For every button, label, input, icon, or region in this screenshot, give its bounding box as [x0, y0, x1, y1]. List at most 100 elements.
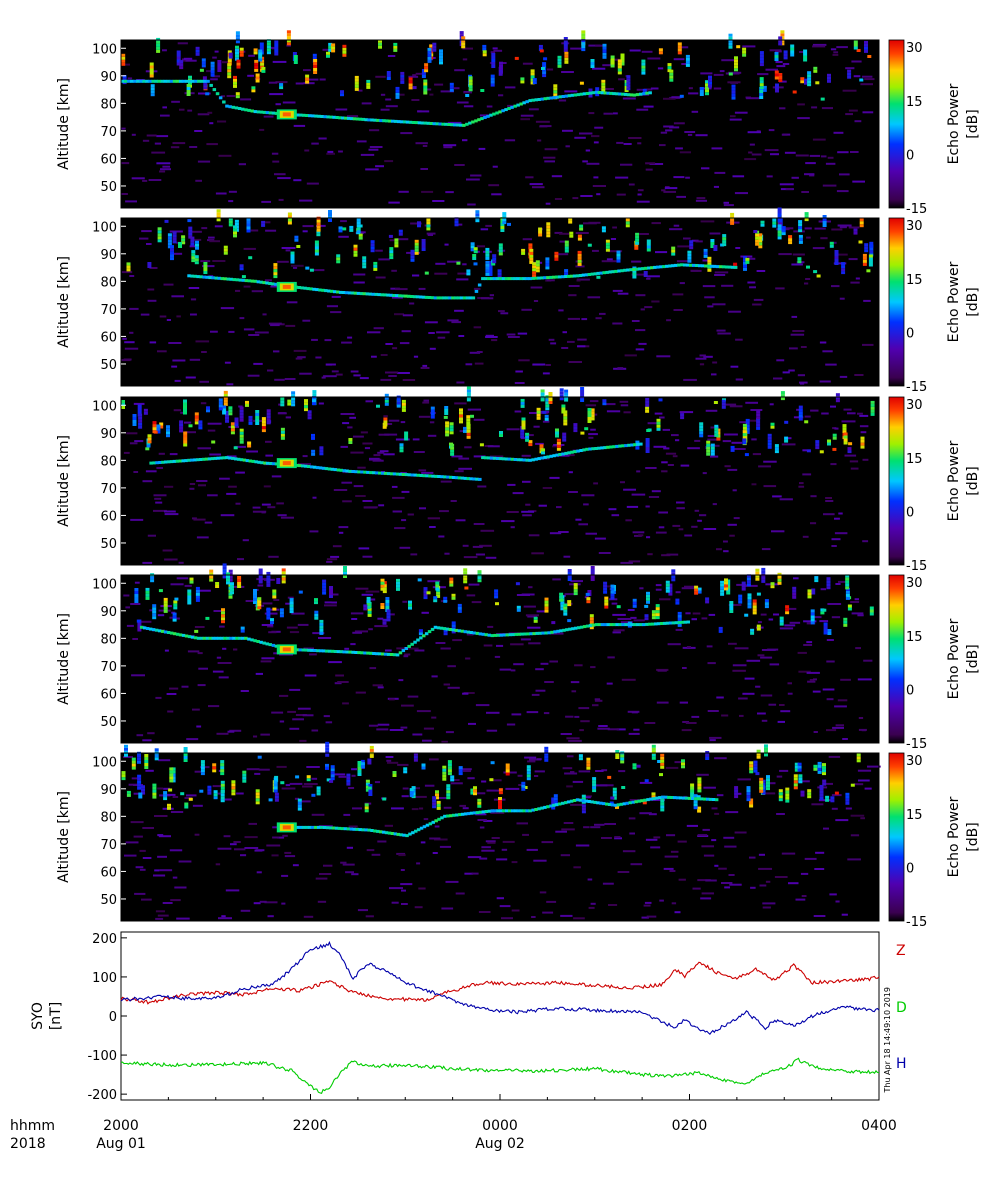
colorbar-tick-label: 0 [906, 148, 914, 163]
legend-h: H [896, 1056, 907, 1072]
y-tick-label: 60 [100, 330, 117, 345]
colorbar-tick-label: -15 [906, 202, 927, 217]
y-axis-label: Altitude [km] [56, 791, 72, 883]
echo-panel-3: 100 90 80 70 60 50 Altitude [km] 30 15 0 -15 Echo P… [56, 386, 981, 574]
y-axis-label: Altitude [km] [56, 256, 72, 348]
y-tick-label: 70 [100, 303, 117, 318]
meteor-echoes [121, 386, 875, 457]
y-tick-label: 70 [100, 838, 117, 853]
colorbar-label: Echo Power [946, 261, 962, 342]
timestamp: Thu Apr 18 14:49:10 2019 [883, 987, 892, 1093]
x-tick-date: Aug 02 [475, 1136, 525, 1152]
meteor-echoes [121, 741, 861, 814]
y-axis-label: Altitude [km] [56, 78, 72, 170]
y-tick-label: 90 [100, 248, 117, 263]
colorbar-tick-label: 15 [906, 95, 923, 110]
colorbar-label-unit: [dB] [965, 822, 981, 851]
x-tick-label: 0400 [861, 1118, 897, 1134]
y-tick-label: 70 [100, 660, 117, 675]
mag-y-axis-label: SYO [30, 1002, 46, 1030]
y-tick-label: 100 [92, 577, 117, 592]
altitude-axis: 100 90 80 70 60 50 Altitude [km] [56, 399, 126, 552]
x-tick-date: Aug 01 [96, 1136, 146, 1152]
mag-y-tick-label: 0 [109, 1010, 117, 1025]
colorbar-gradient [888, 396, 905, 566]
panel-background [121, 397, 879, 565]
echo-layer [286, 795, 719, 838]
colorbar: 30 15 0 -15 Echo Power [dB] [888, 39, 981, 217]
colorbar-tick-label: -15 [906, 737, 927, 752]
series-line-h [120, 940, 880, 1036]
y-axis-label: Altitude [km] [56, 613, 72, 705]
y-tick-label: 80 [100, 454, 117, 469]
x-tick-label: 0200 [672, 1118, 708, 1134]
colorbar-tick-label: 0 [906, 683, 914, 698]
panel-frame [120, 574, 880, 744]
echo-layer [121, 79, 652, 127]
altitude-axis: 100 90 80 70 60 50 Altitude [km] [56, 42, 126, 195]
colorbar-tick-label: 0 [906, 326, 914, 341]
magnetometer-frame [120, 931, 880, 1101]
colorbar: 30 15 0 -15 Echo Power [dB] [888, 574, 981, 752]
time-axis: hhmm 2018 2000 Aug 01 2200 0000 Aug 02 0200 0400 [10, 1094, 897, 1152]
strong-echo [276, 281, 297, 292]
legend-d: D [896, 1000, 907, 1016]
y-tick-label: 60 [100, 687, 117, 702]
y-tick-label: 90 [100, 783, 117, 798]
background-noise [121, 220, 874, 386]
y-tick-label: 50 [100, 358, 117, 373]
colorbar-tick-label: -15 [906, 380, 927, 395]
mag-y-tick-label: -200 [87, 1088, 117, 1103]
y-tick-label: 100 [92, 220, 117, 235]
y-axis-label: Altitude [km] [56, 435, 72, 527]
panel-frame [120, 396, 880, 566]
strong-echo [276, 109, 297, 120]
y-tick-label: 80 [100, 97, 117, 112]
colorbar-tick-label: 15 [906, 273, 923, 288]
echo-layer [139, 620, 690, 657]
background-noise [123, 755, 881, 920]
series-line-d [120, 1057, 880, 1094]
y-tick-label: 60 [100, 152, 117, 167]
y-tick-label: 90 [100, 427, 117, 442]
panel-frame [120, 217, 880, 387]
meteor-echoes [134, 563, 874, 636]
echo-panel-1: 100 90 80 70 60 50 Altitude [km] 30 15 0 -15 Echo P… [56, 30, 981, 217]
colorbar: 30 15 0 -15 Echo Power [dB] [888, 217, 981, 395]
colorbar-tick-label: 30 [906, 219, 923, 234]
strong-echo [276, 458, 297, 469]
mag-y-tick-label: 200 [92, 932, 117, 947]
panel-background [121, 218, 879, 386]
colorbar-label: Echo Power [946, 796, 962, 877]
colorbar-tick-label: 30 [906, 754, 923, 769]
colorbar-label: Echo Power [946, 618, 962, 699]
colorbar-tick-label: 30 [906, 398, 923, 413]
y-tick-label: 80 [100, 632, 117, 647]
echo-panel-4: 100 90 80 70 60 50 Altitude [km] 30 15 0 -15 Echo P… [56, 563, 981, 752]
colorbar-gradient [888, 39, 905, 209]
altitude-axis: 100 90 80 70 60 50 Altitude [km] [56, 755, 126, 908]
y-tick-label: 50 [100, 893, 117, 908]
y-tick-label: 60 [100, 865, 117, 880]
panel-frame [120, 752, 880, 922]
colorbar-tick-label: 30 [906, 576, 923, 591]
y-tick-label: 50 [100, 715, 117, 730]
mag-y-tick-label: 100 [92, 971, 117, 986]
colorbar: 30 15 0 -15 Echo Power [dB] [888, 396, 981, 574]
panel-frame [120, 39, 880, 209]
altitude-axis: 100 90 80 70 60 50 Altitude [km] [56, 220, 126, 373]
colorbar-label-unit: [dB] [965, 287, 981, 316]
y-tick-label: 60 [100, 509, 117, 524]
colorbar-gradient [888, 217, 905, 387]
x-tick-label: 2000 [103, 1118, 139, 1134]
mag-y-axis-unit: [nT] [48, 1002, 64, 1030]
x-axis-label: hhmm [10, 1118, 55, 1134]
y-tick-label: 50 [100, 180, 117, 195]
strong-echo [276, 822, 297, 833]
strong-echo [276, 644, 297, 655]
y-tick-label: 100 [92, 399, 117, 414]
x-tick-label: 2200 [293, 1118, 329, 1134]
y-tick-label: 100 [92, 42, 117, 57]
colorbar-tick-label: 0 [906, 505, 914, 520]
